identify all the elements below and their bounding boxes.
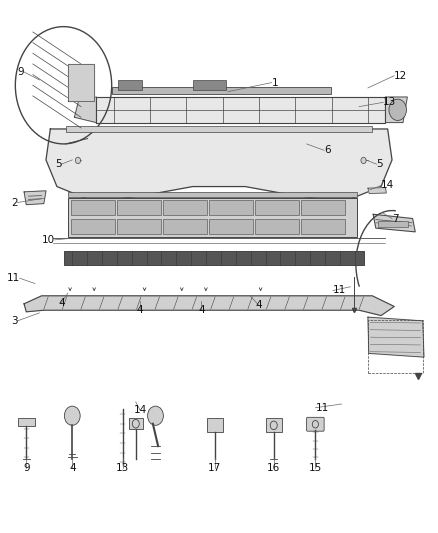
Bar (117, 219, 161, 234)
Bar (66, 126, 372, 132)
Bar (71, 200, 115, 215)
Polygon shape (68, 64, 94, 101)
Text: 6: 6 (324, 146, 331, 155)
Polygon shape (368, 188, 386, 193)
Circle shape (75, 157, 81, 164)
Text: 7: 7 (392, 214, 399, 223)
Bar (255, 200, 299, 215)
Circle shape (148, 406, 163, 425)
Text: 14: 14 (134, 406, 147, 415)
Bar (163, 219, 207, 234)
Text: 1: 1 (272, 78, 278, 87)
Bar (266, 418, 282, 432)
Text: 5: 5 (55, 159, 61, 169)
Circle shape (361, 157, 366, 164)
Polygon shape (74, 97, 96, 123)
Text: 4: 4 (58, 298, 65, 308)
Bar (68, 192, 357, 197)
Text: 10: 10 (42, 235, 55, 245)
Bar (209, 200, 253, 215)
Bar (68, 198, 357, 237)
Text: 9: 9 (18, 67, 24, 77)
Bar (301, 200, 345, 215)
Bar (368, 320, 423, 373)
Bar (193, 80, 226, 90)
Text: 14: 14 (381, 181, 394, 190)
Polygon shape (24, 191, 46, 205)
Bar (18, 418, 35, 426)
Polygon shape (96, 97, 385, 123)
Polygon shape (24, 296, 394, 316)
Polygon shape (385, 97, 407, 123)
Bar (207, 418, 223, 432)
Text: 4: 4 (198, 305, 205, 315)
Text: 13: 13 (116, 463, 129, 473)
Text: 13: 13 (383, 98, 396, 107)
Text: 4: 4 (137, 305, 144, 315)
Bar (118, 80, 142, 90)
Bar (117, 200, 161, 215)
Text: 9: 9 (23, 463, 30, 473)
Bar (163, 200, 207, 215)
Text: 12: 12 (394, 71, 407, 80)
Text: 3: 3 (11, 316, 18, 326)
Bar (129, 418, 143, 429)
Text: 15: 15 (309, 463, 322, 473)
Bar (378, 221, 408, 227)
Text: 16: 16 (267, 463, 280, 473)
Bar (64, 251, 364, 265)
Bar (209, 219, 253, 234)
FancyBboxPatch shape (307, 417, 324, 431)
Bar (112, 87, 331, 94)
Polygon shape (368, 317, 424, 357)
Circle shape (64, 406, 80, 425)
Text: 2: 2 (11, 198, 18, 207)
Text: 11: 11 (315, 403, 328, 413)
Text: 4: 4 (255, 300, 262, 310)
Polygon shape (46, 129, 392, 203)
Text: 11: 11 (333, 286, 346, 295)
Bar (255, 219, 299, 234)
Circle shape (389, 99, 406, 120)
Text: 5: 5 (377, 159, 383, 169)
Bar (301, 219, 345, 234)
Text: 11: 11 (7, 273, 20, 283)
Text: 4: 4 (69, 463, 76, 473)
Text: 17: 17 (208, 463, 221, 473)
Polygon shape (373, 214, 415, 232)
Bar (71, 219, 115, 234)
